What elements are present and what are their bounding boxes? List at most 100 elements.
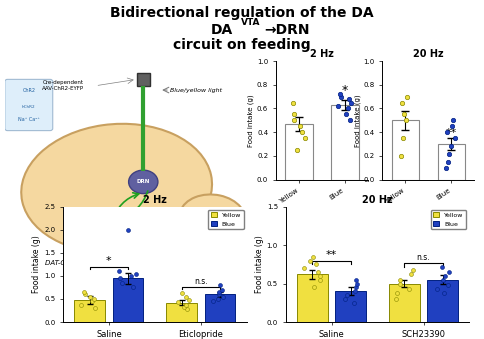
Point	[310, 285, 318, 290]
Point	[293, 147, 301, 153]
Bar	[75, 300, 105, 322]
Bar	[427, 280, 458, 322]
Point	[180, 304, 188, 310]
Point	[409, 267, 417, 273]
Text: Na⁺ Ca²⁺: Na⁺ Ca²⁺	[18, 117, 40, 122]
Point	[399, 136, 407, 141]
Point	[80, 290, 88, 295]
Text: Cre-dependent
AAV-ChR2-EYFP: Cre-dependent AAV-ChR2-EYFP	[42, 80, 85, 91]
Point	[397, 153, 405, 159]
Point	[133, 271, 140, 276]
Text: DA: DA	[130, 254, 140, 260]
Point	[129, 285, 136, 290]
Point	[218, 287, 226, 293]
Point	[316, 277, 324, 282]
Point	[309, 254, 317, 259]
Text: *: *	[106, 256, 112, 266]
Text: DAT-CreER mice: DAT-CreER mice	[45, 260, 101, 266]
Y-axis label: Food intake (g): Food intake (g)	[32, 236, 41, 293]
Point	[214, 296, 222, 302]
Point	[438, 264, 446, 270]
Text: hChR2: hChR2	[22, 105, 36, 109]
Bar	[285, 124, 313, 180]
Point	[350, 300, 358, 305]
Point	[115, 268, 123, 274]
Point	[439, 277, 446, 282]
Text: VTA: VTA	[241, 18, 260, 27]
Point	[314, 270, 322, 275]
Text: **: **	[326, 250, 337, 260]
Ellipse shape	[180, 195, 245, 242]
Point	[393, 290, 401, 296]
Point	[399, 100, 407, 105]
Point	[446, 151, 454, 156]
Point	[210, 299, 217, 304]
Bar	[136, 73, 150, 86]
Point	[403, 94, 411, 99]
Legend: Yellow, Blue: Yellow, Blue	[208, 210, 244, 229]
Point	[81, 292, 89, 297]
Point	[351, 288, 359, 294]
Text: VTA: VTA	[141, 248, 150, 253]
Point	[352, 285, 360, 290]
Point	[179, 291, 186, 296]
Point	[300, 265, 308, 271]
Point	[405, 286, 413, 292]
Point	[346, 96, 353, 102]
Text: neurons: neurons	[149, 254, 180, 260]
Point	[185, 297, 193, 303]
Point	[316, 273, 323, 279]
Point	[445, 159, 453, 165]
Point	[290, 112, 298, 117]
Y-axis label: Food intake (g): Food intake (g)	[255, 236, 264, 293]
Point	[298, 129, 306, 135]
Title: 2 Hz: 2 Hz	[310, 49, 334, 59]
Point	[433, 286, 440, 292]
Point	[301, 136, 309, 141]
Bar	[438, 144, 465, 180]
Point	[449, 118, 456, 123]
Point	[445, 270, 453, 275]
Point	[447, 144, 454, 149]
Point	[215, 290, 223, 295]
Circle shape	[91, 219, 121, 243]
Bar	[392, 120, 419, 180]
Y-axis label: Food intake (g): Food intake (g)	[248, 94, 254, 147]
Point	[444, 282, 452, 288]
Point	[353, 281, 361, 286]
Point	[86, 294, 93, 299]
Bar	[335, 291, 366, 322]
Point	[341, 296, 349, 302]
Point	[312, 262, 320, 267]
Point	[182, 294, 190, 299]
Point	[336, 92, 344, 97]
Bar	[389, 284, 420, 322]
Text: Blue/yellow light: Blue/yellow light	[170, 87, 222, 93]
Point	[219, 294, 227, 299]
Point	[174, 300, 182, 305]
Point	[296, 124, 304, 129]
Bar	[205, 294, 235, 322]
Point	[396, 277, 404, 282]
Title: 20 Hz: 20 Hz	[413, 49, 444, 59]
Point	[124, 227, 132, 233]
Text: Bidirectional regulation of the DA: Bidirectional regulation of the DA	[110, 6, 374, 20]
Bar	[331, 105, 359, 180]
Point	[392, 296, 400, 302]
Y-axis label: Food intake (g): Food intake (g)	[354, 94, 361, 147]
Circle shape	[129, 170, 158, 194]
Point	[182, 302, 190, 307]
Point	[443, 129, 451, 135]
Bar	[113, 278, 143, 322]
Point	[88, 299, 96, 304]
Point	[440, 290, 448, 296]
Bar	[166, 303, 197, 322]
Point	[91, 305, 99, 311]
Legend: Yellow, Blue: Yellow, Blue	[431, 210, 467, 229]
Point	[289, 100, 297, 105]
Point	[215, 292, 223, 297]
Title: 20 Hz: 20 Hz	[362, 195, 393, 205]
Point	[343, 293, 350, 298]
Point	[348, 100, 355, 105]
Text: **: **	[446, 128, 457, 138]
